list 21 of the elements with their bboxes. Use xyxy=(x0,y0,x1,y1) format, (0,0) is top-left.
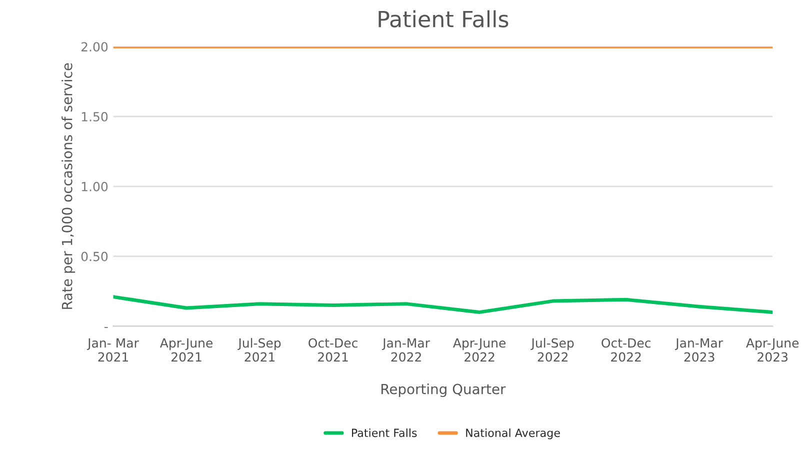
y-tick-label: 1.00 xyxy=(82,182,108,192)
y-tick-label: 2.00 xyxy=(81,42,108,52)
x-tick-label: Apr-June 2021 xyxy=(160,338,212,362)
x-tick-label: Oct-Dec 2022 xyxy=(602,338,650,362)
legend-label: National Average xyxy=(466,428,560,440)
x-tick-label: Jan- Mar 2021 xyxy=(86,338,139,362)
x-tick-label: Apr-June 2023 xyxy=(746,338,799,362)
x-tick-label: Jul-Sep 2021 xyxy=(238,338,281,362)
x-tick-label: Apr-June 2022 xyxy=(453,338,506,362)
x-axis-title: Reporting Quarter xyxy=(381,384,506,397)
y-tick-label: 1.50 xyxy=(82,112,108,122)
legend-label: Patient Falls xyxy=(352,428,417,438)
line-series xyxy=(113,295,773,314)
x-tick-label: Oct-Dec 2021 xyxy=(308,338,358,362)
x-tick-label: Jan-Mar 2023 xyxy=(675,338,724,362)
x-tick-label: Jan-Mar 2022 xyxy=(382,338,430,362)
y-axis-title: Rate per 1,000 occasions of service xyxy=(62,63,76,309)
y-tick-label: 0.50 xyxy=(81,252,108,262)
x-tick-label: Jul-Sep 2022 xyxy=(530,338,574,362)
y-tick-label: - xyxy=(104,327,108,328)
chart-title: Patient Falls xyxy=(378,10,508,28)
